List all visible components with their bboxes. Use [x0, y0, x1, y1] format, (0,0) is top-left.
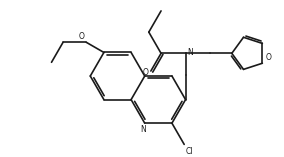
Text: N: N — [188, 48, 193, 57]
Text: O: O — [266, 53, 272, 62]
Text: Cl: Cl — [185, 147, 193, 156]
Text: O: O — [142, 68, 148, 77]
Text: O: O — [78, 32, 84, 41]
Text: N: N — [141, 125, 146, 134]
